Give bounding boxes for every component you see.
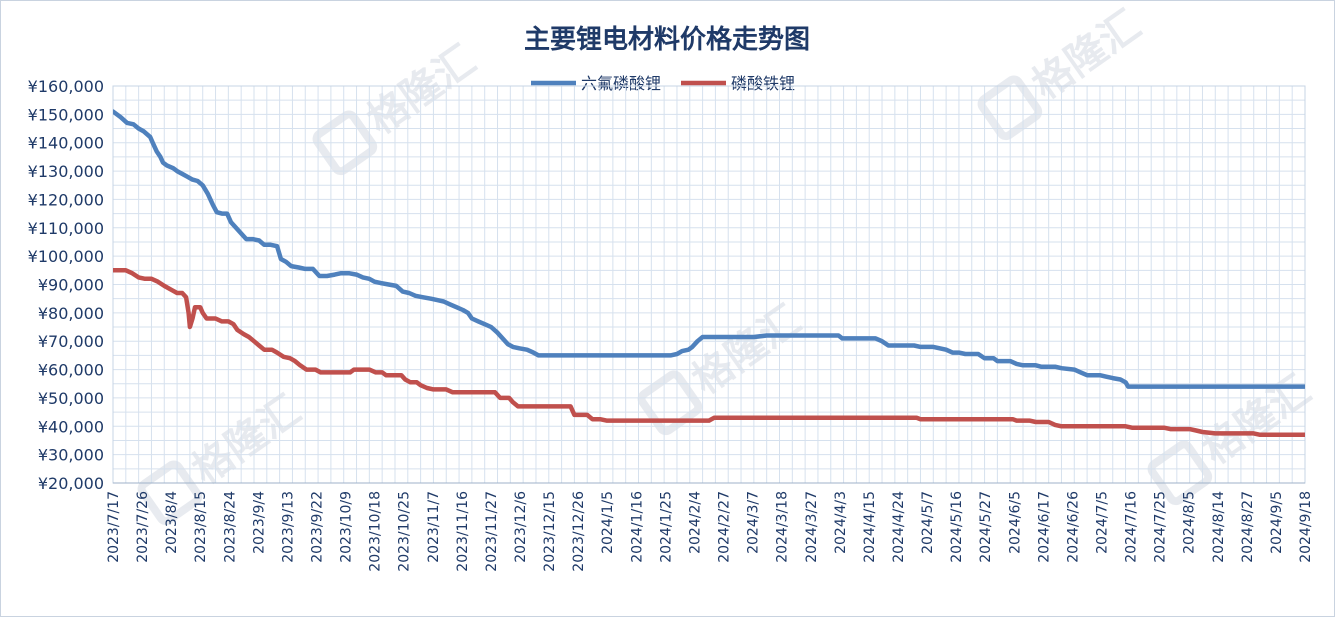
x-tick-label: 2024/2/4 xyxy=(687,491,703,554)
x-tick-label: 2023/11/16 xyxy=(455,491,471,572)
x-tick-label: 2024/4/24 xyxy=(891,491,907,563)
series-line-0 xyxy=(113,109,1305,389)
x-tick-label: 2023/9/13 xyxy=(280,491,296,563)
y-tick-label: ¥50,000 xyxy=(38,389,104,408)
x-tick-label: 2024/9/18 xyxy=(1298,491,1314,563)
y-tick-label: ¥160,000 xyxy=(28,77,104,96)
x-tick-label: 2023/7/17 xyxy=(106,491,122,563)
x-tick-label: 2024/4/15 xyxy=(862,491,878,563)
x-tick-label: 2024/1/25 xyxy=(658,491,674,563)
x-tick-label: 2024/6/17 xyxy=(1036,491,1052,563)
x-tick-label: 2024/4/3 xyxy=(833,491,849,554)
x-tick-label: 2024/7/25 xyxy=(1153,491,1169,563)
y-tick-label: ¥140,000 xyxy=(28,134,104,153)
y-tick-label: ¥80,000 xyxy=(38,304,104,323)
y-tick-label: ¥90,000 xyxy=(38,276,104,295)
x-tick-label: 2024/8/5 xyxy=(1182,491,1198,554)
watermark-text: 格隆汇 xyxy=(1194,367,1319,474)
x-tick-label: 2023/10/25 xyxy=(397,491,413,572)
x-tick-label: 2023/8/24 xyxy=(222,491,238,563)
x-tick-label: 2023/8/15 xyxy=(193,491,209,563)
watermark-1: 格隆汇 xyxy=(637,297,809,436)
x-tick-label: 2023/7/26 xyxy=(135,491,151,563)
x-tick-label: 2024/2/27 xyxy=(717,491,733,563)
x-tick-label: 2023/12/26 xyxy=(571,491,587,572)
watermark-logo-icon xyxy=(137,460,203,526)
x-tick-label: 2024/7/16 xyxy=(1124,491,1140,563)
y-tick-label: ¥20,000 xyxy=(38,474,104,493)
x-tick-label: 2024/5/16 xyxy=(949,491,965,563)
x-tick-label: 2024/1/16 xyxy=(629,491,645,563)
x-tick-label: 2023/8/4 xyxy=(164,491,180,554)
x-tick-label: 2024/8/27 xyxy=(1240,491,1256,563)
x-tick-label: 2024/9/5 xyxy=(1269,491,1285,554)
watermark-0: 格隆汇 xyxy=(312,37,484,176)
y-tick-label: ¥40,000 xyxy=(38,417,104,436)
watermark-logo-icon xyxy=(312,110,378,176)
watermark-text: 格隆汇 xyxy=(359,37,484,144)
y-tick-label: ¥150,000 xyxy=(28,105,104,124)
x-tick-label: 2023/12/6 xyxy=(513,491,529,563)
x-tick-label: 2024/1/5 xyxy=(600,491,616,554)
chart-title: 主要锂电材料价格走势图 xyxy=(524,24,810,55)
x-tick-label: 2024/7/5 xyxy=(1094,491,1110,554)
x-tick-label: 2023/9/22 xyxy=(310,491,326,563)
y-tick-label: ¥30,000 xyxy=(38,446,104,465)
x-tick-label: 2023/11/27 xyxy=(484,491,500,572)
legend-label-0: 六氟磷酸锂 xyxy=(581,74,661,93)
x-tick-label: 2024/5/27 xyxy=(978,491,994,563)
watermark-logo-icon xyxy=(637,370,703,436)
x-tick-label: 2024/5/7 xyxy=(920,491,936,554)
x-axis: 2023/7/17 2023/7/26 2023/8/4 2023/8/15 2023/… xyxy=(106,482,1314,572)
x-tick-label: 2023/11/7 xyxy=(426,491,442,563)
y-axis: ¥160,000 ¥150,000 ¥140,000 ¥130,000 ¥120,000… xyxy=(28,77,104,493)
y-tick-label: ¥120,000 xyxy=(28,190,104,209)
chart-legend: 六氟磷酸锂 磷酸铁锂 xyxy=(531,74,795,93)
x-tick-label: 2023/10/18 xyxy=(368,491,384,572)
x-tick-label: 2024/3/18 xyxy=(775,491,791,563)
y-tick-label: ¥100,000 xyxy=(28,247,104,266)
watermark-2: 格隆汇 xyxy=(977,2,1149,141)
x-tick-label: 2023/9/4 xyxy=(251,491,267,554)
x-tick-label: 2024/6/26 xyxy=(1065,491,1081,563)
x-tick-label: 2024/3/27 xyxy=(804,491,820,563)
x-tick-label: 2024/6/5 xyxy=(1007,491,1023,554)
y-tick-label: ¥60,000 xyxy=(38,361,104,380)
x-tick-label: 2023/12/15 xyxy=(542,491,558,572)
x-tick-label: 2024/3/7 xyxy=(746,491,762,554)
y-tick-label: ¥130,000 xyxy=(28,162,104,181)
x-tick-label: 2023/10/9 xyxy=(339,491,355,563)
series-group xyxy=(113,109,1305,438)
y-tick-label: ¥110,000 xyxy=(28,219,104,238)
x-tick-label: 2024/8/14 xyxy=(1211,491,1227,563)
y-tick-label: ¥70,000 xyxy=(38,332,104,351)
series-line-1 xyxy=(113,268,1305,438)
